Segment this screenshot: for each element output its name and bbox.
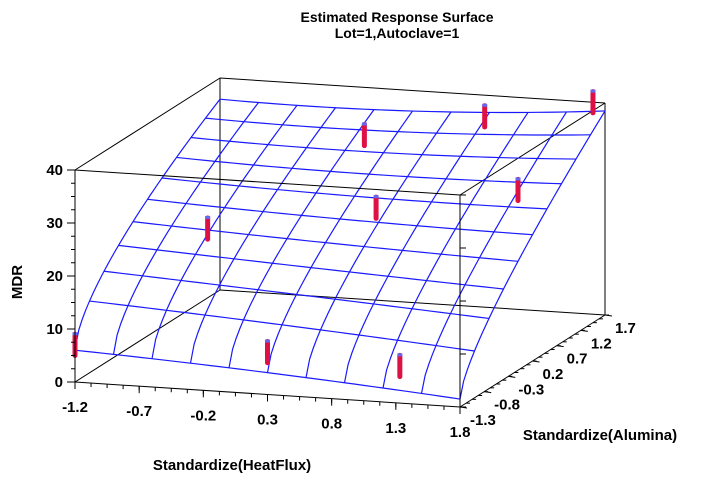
x-tick-label: 1.8	[450, 424, 471, 441]
y-tick-label: 1.2	[591, 335, 612, 352]
z-tick-label: 30	[46, 215, 63, 232]
x-axis-label: Standardize(HeatFlux)	[153, 457, 311, 474]
x-tick-label: 0.3	[257, 412, 278, 429]
surface-line	[112, 102, 259, 355]
z-tick-label: 20	[46, 268, 63, 285]
box-edge	[74, 77, 221, 171]
surface-line	[74, 98, 221, 351]
surface-line	[228, 109, 375, 368]
x-tick-label: 1.3	[385, 420, 406, 437]
surface-mesh	[74, 98, 606, 400]
box-edge	[74, 169, 461, 196]
surface-line	[176, 156, 562, 185]
surface-line	[420, 111, 568, 394]
surface-line	[305, 111, 452, 378]
y-tick-label: 0.7	[567, 351, 588, 368]
y-tick-label: -0.3	[518, 381, 544, 398]
surface-line	[189, 107, 336, 364]
z-axis-label: MDR	[9, 265, 26, 299]
plot-box-back	[74, 77, 606, 408]
box-edge	[219, 77, 606, 104]
y-tick-label: -1.3	[470, 412, 496, 429]
surface-line	[151, 105, 298, 359]
box-edge	[219, 289, 606, 316]
x-tick-label: -0.7	[126, 403, 152, 420]
z-tick-label: 0	[55, 374, 63, 391]
surface-line	[343, 112, 490, 383]
chart-subtitle: Lot=1,Autoclave=1	[335, 25, 460, 41]
y-tick-label: 0.2	[543, 366, 564, 383]
y-tick-label: -0.8	[494, 397, 520, 414]
x-tick-label: 0.8	[321, 416, 342, 433]
box-edge	[74, 289, 221, 383]
x-tick-label: -1.2	[62, 399, 88, 416]
surface-line	[190, 136, 577, 160]
surface-line	[266, 110, 413, 373]
axis-ticks	[67, 169, 613, 414]
chart-title: Estimated Response Surface	[301, 9, 494, 25]
x-tick-label: -0.2	[190, 407, 216, 424]
y-tick-label: 1.7	[615, 320, 636, 337]
z-tick-label: 10	[46, 321, 63, 338]
surface-line	[219, 98, 606, 114]
box-edge	[459, 102, 606, 196]
z-tick-label: 40	[46, 162, 63, 179]
surface-line	[459, 110, 606, 400]
surface-line	[382, 112, 529, 389]
y-axis-label: Standardize(Alumina)	[523, 427, 677, 444]
